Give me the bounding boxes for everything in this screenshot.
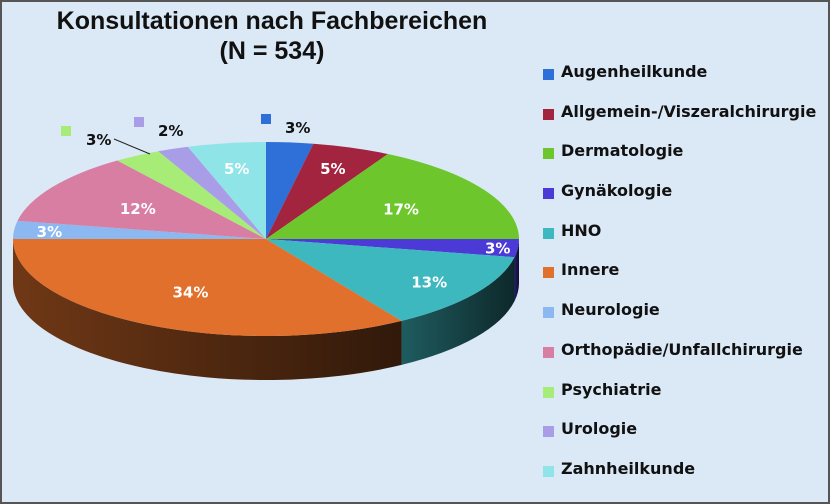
legend-swatch-1: [543, 108, 554, 120]
legend-label-9: Urologie: [561, 419, 638, 439]
legend-label-10: Zahnheilkunde: [561, 458, 696, 478]
pie-tops: [13, 142, 519, 336]
legend-label-3: Gynäkologie: [561, 181, 673, 201]
legend-label-6: Neurologie: [561, 300, 660, 320]
legend-item-4: HNO: [543, 221, 825, 261]
data-label-1: 5%: [320, 160, 345, 178]
legend-swatch-2: [543, 148, 554, 160]
data-label-6: 3%: [37, 223, 62, 241]
pie-side-3: [514, 239, 519, 302]
legend-item-0: Augenheilkunde: [543, 62, 825, 102]
legend-label-4: HNO: [561, 220, 602, 240]
pie-slice-10: [187, 142, 266, 239]
legend-swatch-7: [543, 346, 554, 358]
data-label-2: 17%: [383, 200, 419, 218]
data-label-marker-8: [61, 126, 71, 136]
legend-item-1: Allgemein-/Viszeralchirurgie: [543, 102, 825, 142]
pie-slice-9: [158, 146, 266, 239]
legend-swatch-10: [543, 465, 554, 477]
chart-title-line-2: (N = 534): [219, 37, 325, 65]
data-label-marker-9: [134, 117, 144, 127]
legend-swatch-8: [543, 386, 554, 398]
legend-item-6: Neurologie: [543, 300, 825, 340]
pie-slice-0: [266, 142, 314, 239]
pie-slice-5: [13, 239, 402, 336]
legend-item-9: Urologie: [543, 419, 825, 459]
legend-item-7: Orthopädie/Unfallchirurgie: [543, 340, 825, 380]
legend-swatch-4: [543, 227, 554, 239]
legend: Augenheilkunde Allgemein-/Viszeralchirurg…: [543, 62, 825, 499]
legend-label-2: Dermatologie: [561, 141, 684, 161]
legend-label-5: Innere: [561, 260, 620, 280]
legend-item-3: Gynäkologie: [543, 181, 825, 221]
data-label-7: 12%: [120, 200, 156, 218]
data-label-3: 3%: [485, 239, 510, 257]
legend-label-1: Allgemein-/Viszeralchirurgie: [561, 101, 817, 121]
pie-slice-2: [266, 153, 519, 239]
pie-slice-4: [266, 239, 515, 321]
legend-swatch-6: [543, 307, 554, 319]
data-label-8: 3%: [86, 131, 111, 149]
legend-item-2: Dermatologie: [543, 141, 825, 181]
legend-item-5: Innere: [543, 260, 825, 300]
legend-label-0: Augenheilkunde: [561, 62, 708, 81]
legend-item-8: Psychiatrie: [543, 380, 825, 420]
legend-item-10: Zahnheilkunde: [543, 459, 825, 499]
pie-slice-1: [266, 143, 388, 239]
pie-slice-6: [13, 220, 266, 239]
pie-slice-7: [17, 160, 267, 239]
data-label-marker-0: [261, 114, 271, 124]
pie-sides: [13, 239, 519, 380]
pie-labels: 3% 5% 17% 3% 13% 34% 3% 12% 3% 2% 5%: [37, 114, 510, 302]
chart-title: Konsultationen nach Fachbereichen (N = 5…: [2, 6, 542, 66]
pie-side-4: [401, 257, 515, 365]
data-label-5: 34%: [172, 284, 208, 302]
chart-title-line-1: Konsultationen nach Fachbereichen: [56, 7, 488, 35]
legend-swatch-0: [543, 69, 554, 80]
pie-side-5: [13, 239, 402, 380]
legend-swatch-3: [543, 188, 554, 200]
pie-slice-3: [266, 239, 519, 258]
legend-label-8: Psychiatrie: [561, 379, 662, 399]
legend-swatch-5: [543, 267, 554, 279]
legend-swatch-9: [543, 426, 554, 438]
leader-line-8: [113, 138, 151, 155]
data-label-4: 13%: [411, 274, 447, 292]
legend-label-7: Orthopädie/Unfallchirurgie: [561, 339, 803, 359]
data-label-9: 2%: [158, 122, 183, 140]
pie-slice-8: [117, 151, 266, 239]
data-label-0: 3%: [285, 119, 310, 137]
data-label-10: 5%: [224, 160, 249, 178]
